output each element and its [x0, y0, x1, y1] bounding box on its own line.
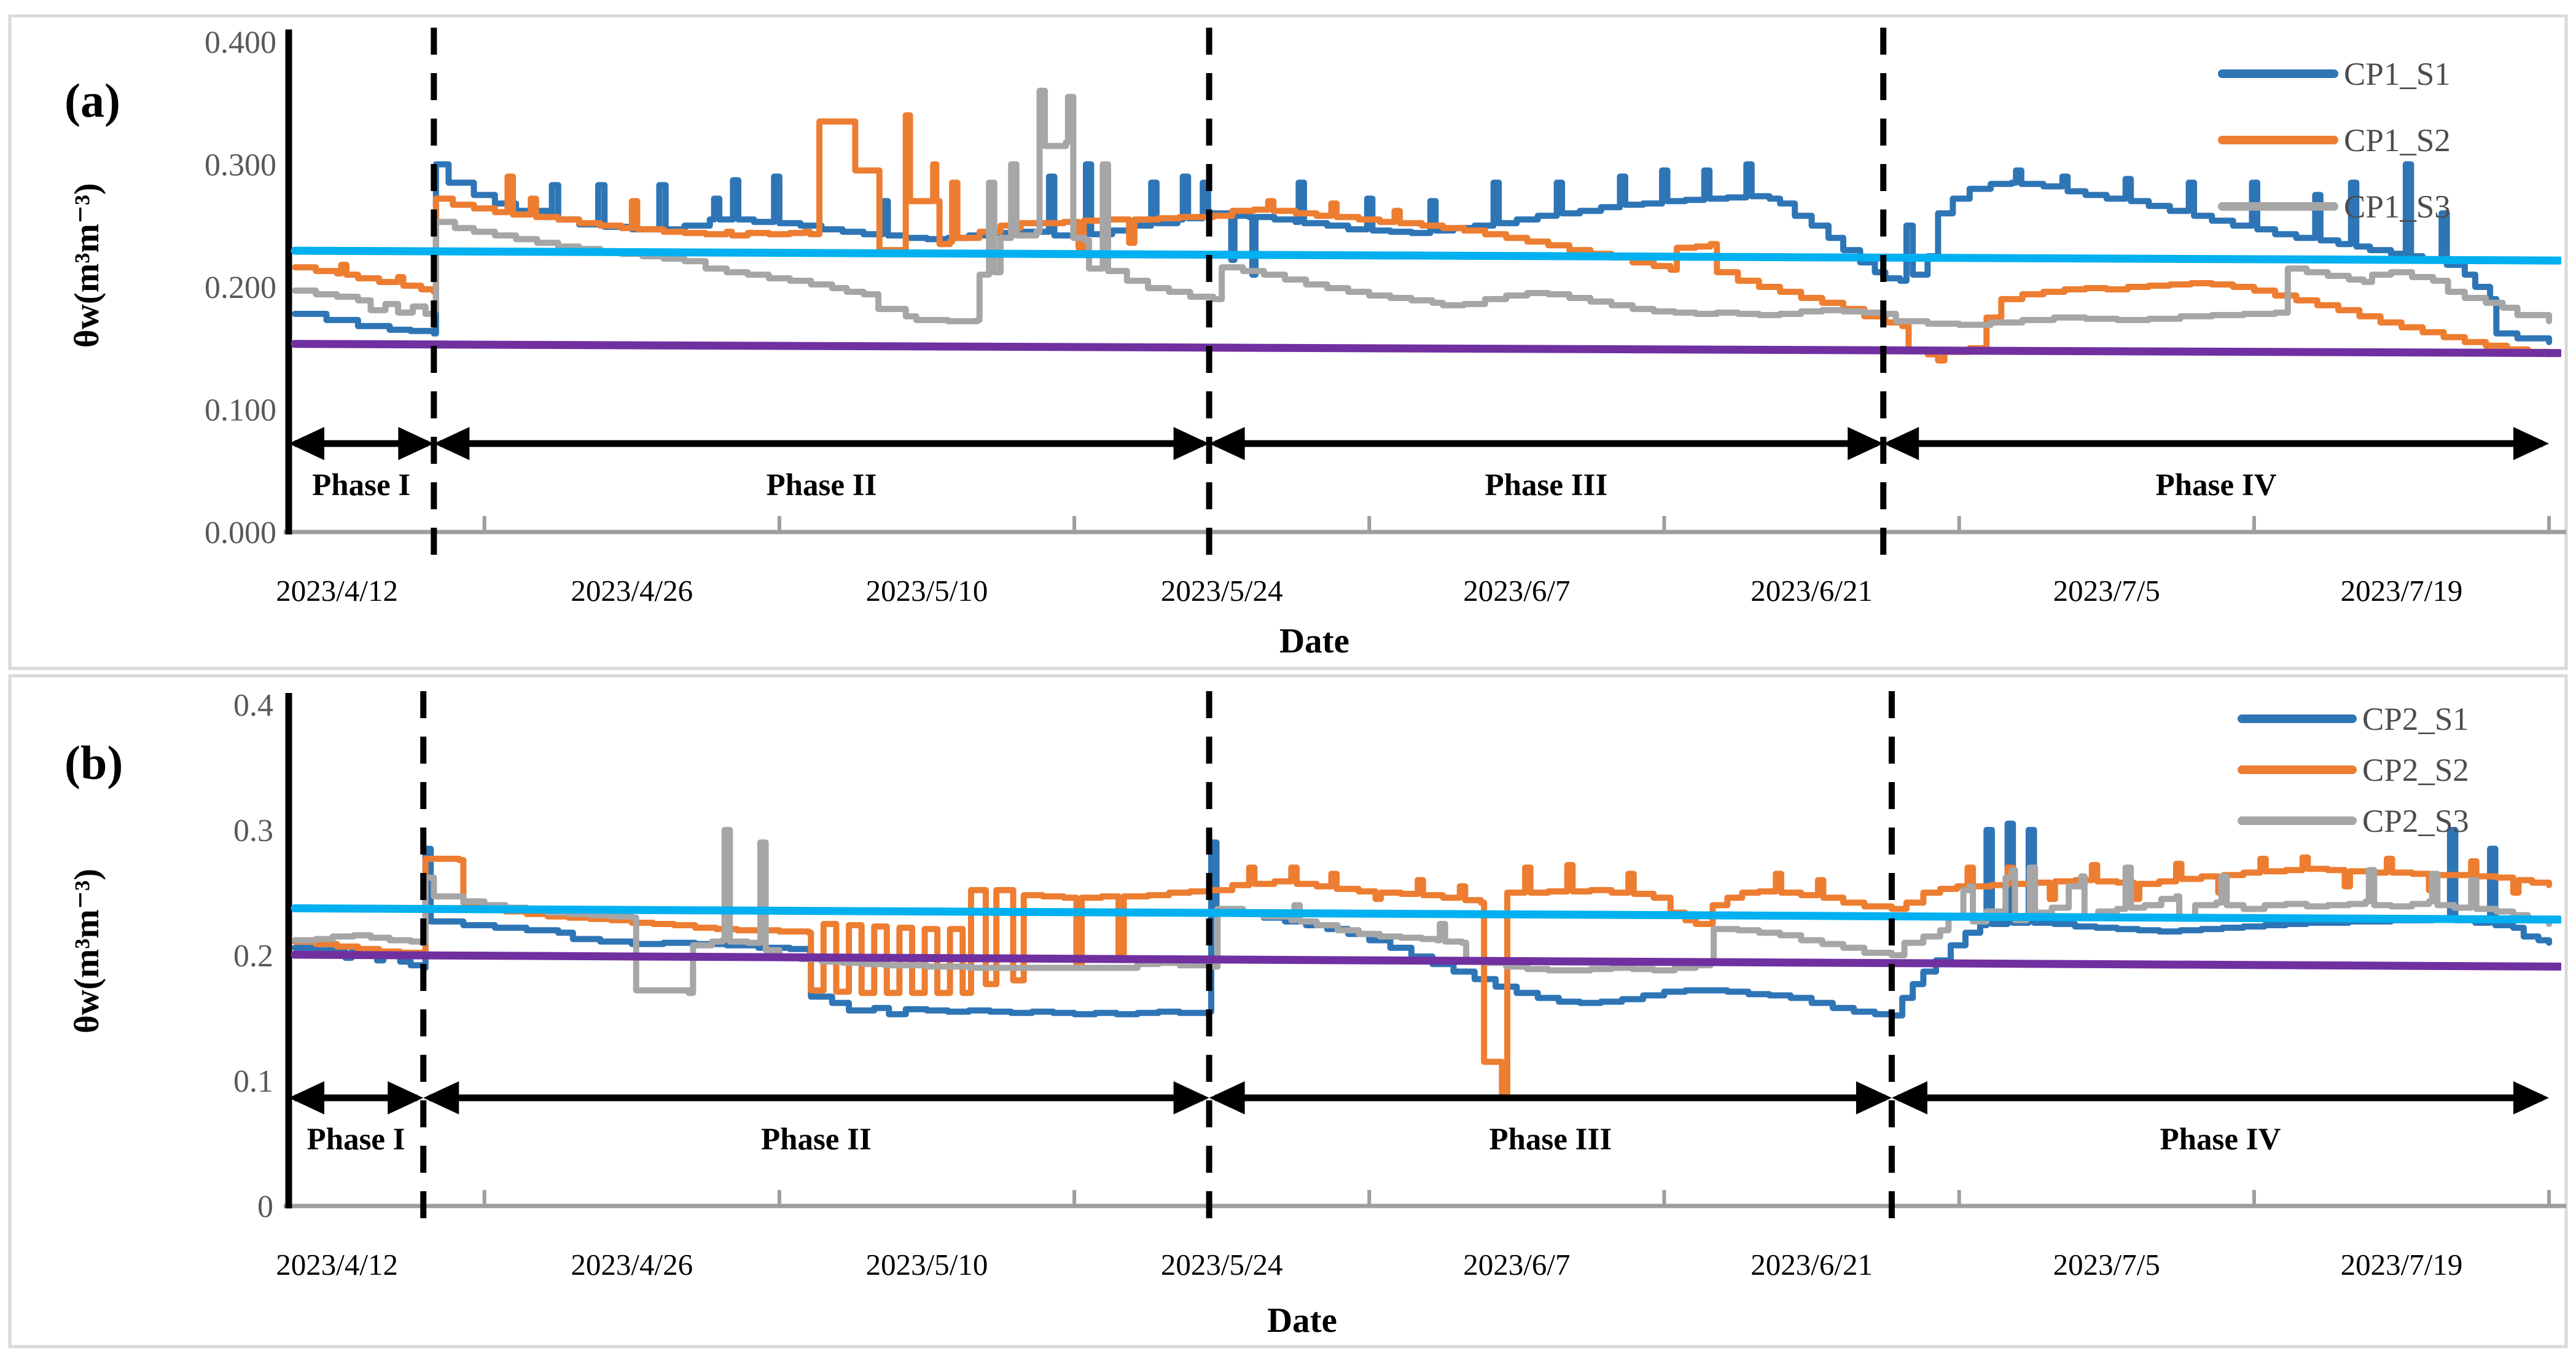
- phase-label: Phase IV: [2156, 468, 2277, 503]
- x-tick-label: 2023/4/26: [571, 574, 693, 608]
- phase-arrow-left-head: [1209, 1081, 1245, 1114]
- series-line-CP2_S1: [292, 820, 2553, 1019]
- panel-a-border: [8, 14, 2568, 670]
- y-tick-label: 0.300: [205, 148, 276, 183]
- phase-arrow-left-head: [289, 1081, 324, 1114]
- phase-label: Phase I: [307, 1122, 405, 1157]
- phase-arrow-right-head: [388, 1081, 424, 1114]
- x-tick-label: 2023/4/26: [571, 1248, 693, 1282]
- x-tick-label: 2023/6/21: [1751, 1248, 1873, 1282]
- legend-label-CP2_S3: CP2_S3: [2362, 804, 2469, 839]
- y-tick-label: 0.200: [205, 270, 276, 305]
- x-tick-label: 2023/6/7: [1463, 574, 1570, 608]
- panel-a-letter: (a): [64, 74, 120, 127]
- y-tick-label: 0.1: [233, 1064, 273, 1099]
- series-line-reference_lower: [291, 950, 2561, 971]
- panel-a-x-axis-title: Date: [1279, 622, 1349, 660]
- legend-label-CP2_S2: CP2_S2: [2362, 753, 2469, 788]
- y-tick-label: 0.3: [233, 813, 273, 848]
- series-line-CP2_S2: [292, 854, 2553, 1097]
- panel-b-x-axis-title: Date: [1267, 1301, 1337, 1340]
- phase-label: Phase III: [1485, 468, 1608, 503]
- x-tick-label: 2023/5/24: [1161, 574, 1283, 608]
- series-line-reference_upper: [291, 904, 2561, 924]
- y-tick-label: 0: [257, 1189, 273, 1224]
- series-line-reference_upper: [291, 246, 2561, 265]
- x-tick-label: 2023/6/7: [1463, 1248, 1570, 1282]
- phase-arrow-right-head: [398, 427, 434, 460]
- x-tick-label: 2023/4/12: [276, 1248, 398, 1282]
- x-tick-label: 2023/7/5: [2053, 1248, 2160, 1282]
- legend-label-CP2_S1: CP2_S1: [2362, 702, 2469, 737]
- y-tick-label: 0.4: [233, 688, 273, 723]
- phase-arrow-left-head: [1209, 427, 1245, 460]
- y-tick-label: 0.100: [205, 393, 276, 428]
- legend-label-CP1_S3: CP1_S3: [2344, 189, 2451, 225]
- x-tick-label: 2023/5/10: [866, 574, 988, 608]
- phase-arrow-right-head: [2513, 427, 2549, 460]
- x-tick-label: 2023/5/10: [866, 1248, 988, 1282]
- phase-arrow-left-head: [434, 427, 470, 460]
- phase-arrow-right-head: [2513, 1081, 2549, 1114]
- panel-b-letter: (b): [64, 736, 123, 789]
- phase-arrow-right-head: [1848, 427, 1884, 460]
- phase-arrow-right-head: [1856, 1081, 1892, 1114]
- panel-b-y-axis-title: θw(m³m⁻³): [68, 869, 106, 1033]
- phase-arrow-left-head: [423, 1081, 459, 1114]
- phase-arrow-right-head: [1173, 427, 1209, 460]
- phase-arrow-right-head: [1173, 1081, 1209, 1114]
- phase-arrow-left-head: [289, 427, 324, 460]
- legend-label-CP1_S2: CP1_S2: [2344, 123, 2451, 159]
- x-tick-label: 2023/7/5: [2053, 574, 2160, 608]
- panel-b-border: [8, 674, 2568, 1348]
- phase-label: Phase I: [312, 468, 410, 503]
- x-tick-label: 2023/7/19: [2341, 1248, 2463, 1282]
- phase-label: Phase IV: [2160, 1122, 2281, 1157]
- x-tick-label: 2023/7/19: [2341, 574, 2463, 608]
- phase-label: Phase II: [767, 468, 877, 503]
- phase-label: Phase II: [761, 1122, 872, 1157]
- series-line-CP1_S2: [292, 112, 2553, 364]
- phase-label: Phase III: [1489, 1122, 1612, 1157]
- y-tick-label: 0.400: [205, 25, 276, 60]
- y-tick-label: 0.000: [205, 515, 276, 550]
- phase-arrow-left-head: [1883, 427, 1919, 460]
- x-tick-label: 2023/5/24: [1161, 1248, 1283, 1282]
- phase-arrow-left-head: [1891, 1081, 1927, 1114]
- x-tick-label: 2023/4/12: [276, 574, 398, 608]
- series-line-CP2_S3: [292, 827, 2553, 996]
- legend-label-CP1_S1: CP1_S1: [2344, 57, 2451, 92]
- series-line-reference_lower: [291, 340, 2561, 358]
- x-tick-label: 2023/6/21: [1751, 574, 1873, 608]
- y-tick-label: 0.2: [233, 939, 273, 974]
- panel-a-y-axis-title: θw(m³m⁻³): [68, 183, 106, 348]
